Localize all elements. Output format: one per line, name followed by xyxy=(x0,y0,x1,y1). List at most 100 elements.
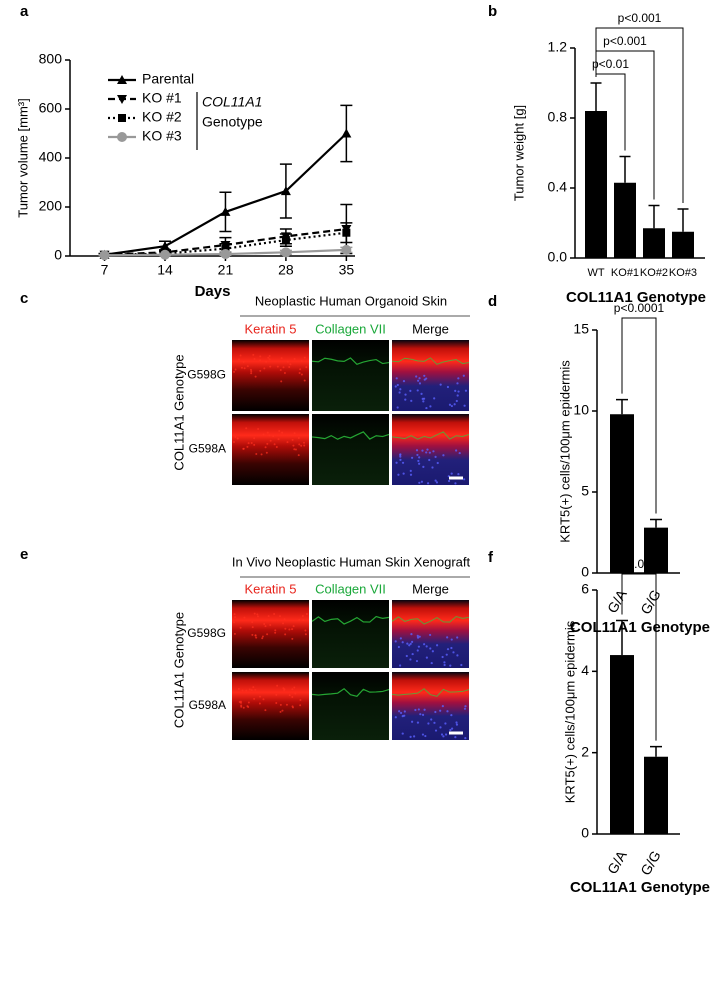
nucleus xyxy=(442,454,445,457)
nucleus xyxy=(430,661,433,665)
red-speck xyxy=(284,633,287,636)
nucleus xyxy=(457,377,460,380)
red-speck xyxy=(282,622,285,625)
red-speck xyxy=(272,435,275,438)
red-speck xyxy=(304,633,307,636)
nucleus xyxy=(446,636,449,639)
image-green xyxy=(312,600,389,668)
nucleus xyxy=(397,473,400,476)
y-tick-label: 200 xyxy=(39,198,63,214)
nucleus xyxy=(395,461,398,464)
nucleus xyxy=(399,637,402,640)
x-tick-label: G/G xyxy=(637,587,664,617)
red-speck xyxy=(304,629,307,632)
red-speck xyxy=(242,706,245,709)
nucleus xyxy=(415,659,419,663)
legend-label: KO #1 xyxy=(142,90,182,106)
x-tick-label: 35 xyxy=(339,262,355,278)
nucleus xyxy=(398,391,401,394)
red-speck xyxy=(245,689,248,692)
nucleus xyxy=(421,397,424,400)
y-tick-label: 0.0 xyxy=(548,249,568,265)
nucleus xyxy=(451,727,454,730)
side-label: COL11A1 Genotype xyxy=(171,612,186,728)
column-header: Collagen VII xyxy=(315,581,386,596)
nucleus xyxy=(417,379,420,382)
nucleus xyxy=(409,473,413,476)
red-speck xyxy=(283,618,286,621)
nucleus xyxy=(449,664,452,667)
nucleus xyxy=(463,707,467,710)
nucleus xyxy=(413,735,416,738)
nucleus xyxy=(394,716,397,719)
nucleus xyxy=(402,380,406,383)
nucleus xyxy=(456,382,459,385)
red-speck xyxy=(273,443,276,446)
x-tick-label: 7 xyxy=(101,262,109,278)
nucleus xyxy=(420,480,424,483)
nucleus xyxy=(427,722,430,725)
red-speck xyxy=(294,692,297,695)
significance-label: p<0.0001 xyxy=(614,301,665,315)
nucleus xyxy=(399,711,403,715)
red-speck xyxy=(299,699,302,702)
nucleus xyxy=(462,374,465,377)
bar xyxy=(643,228,665,258)
error-bar xyxy=(650,745,662,757)
red-speck xyxy=(254,634,257,637)
green-signal-merge xyxy=(391,431,470,440)
green-signal-merge xyxy=(391,615,470,625)
nucleus xyxy=(455,721,458,724)
red-speck xyxy=(300,373,303,376)
panel-letter: b xyxy=(488,3,497,20)
red-speck xyxy=(301,615,304,618)
legend-group-label: Genotype xyxy=(202,114,263,130)
red-speck xyxy=(236,437,239,440)
y-axis-label: Tumor weight [g] xyxy=(511,105,526,201)
red-speck xyxy=(275,702,278,705)
green-signal xyxy=(311,615,390,625)
red-speck xyxy=(264,625,267,628)
red-speck xyxy=(253,697,256,700)
bar xyxy=(644,527,668,573)
red-speck xyxy=(302,619,305,622)
nucleus xyxy=(411,720,414,723)
red-speck xyxy=(288,628,291,631)
red-speck xyxy=(233,441,236,444)
marker xyxy=(280,247,291,258)
nucleus xyxy=(429,633,432,637)
red-speck xyxy=(281,709,284,712)
nucleus xyxy=(410,399,413,402)
nucleus xyxy=(447,479,451,483)
red-speck xyxy=(247,701,250,704)
red-speck xyxy=(250,442,253,445)
marker xyxy=(280,186,291,196)
nucleus xyxy=(418,635,421,638)
y-tick-label: 4 xyxy=(581,662,589,678)
red-speck xyxy=(280,357,283,360)
red-speck xyxy=(279,368,282,371)
red-speck xyxy=(234,435,237,438)
red-speck xyxy=(249,368,252,371)
red-speck xyxy=(256,615,259,618)
red-speck xyxy=(303,441,306,444)
red-speck xyxy=(282,366,285,369)
red-speck xyxy=(262,433,265,436)
significance-label: p<0.001 xyxy=(618,11,662,25)
y-tick-label: 0 xyxy=(581,825,589,841)
nucleus xyxy=(420,392,423,396)
red-speck xyxy=(246,705,249,708)
red-speck xyxy=(250,370,253,373)
nucleus xyxy=(401,641,404,644)
nucleus xyxy=(414,708,417,712)
red-speck xyxy=(265,451,268,454)
nucleus xyxy=(394,385,397,388)
x-tick-label: KO#2 xyxy=(640,267,668,279)
red-speck xyxy=(239,626,242,629)
nucleus xyxy=(455,399,458,403)
bar xyxy=(610,655,634,834)
red-speck xyxy=(299,368,302,371)
nucleus xyxy=(411,640,414,643)
x-tick-label: G/G xyxy=(637,848,664,878)
